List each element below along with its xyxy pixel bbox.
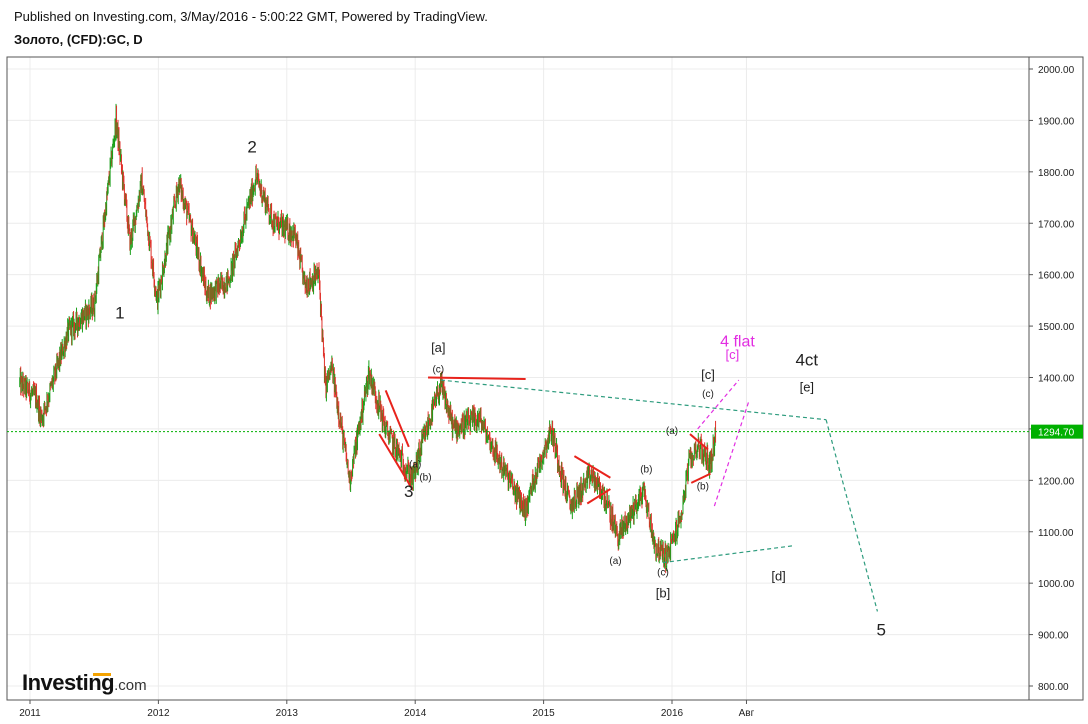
wave-line <box>825 419 879 612</box>
y-tick-label: 1700.00 <box>1038 219 1075 230</box>
y-tick-label: 900.00 <box>1038 631 1069 642</box>
logo-suffix: .com <box>114 677 147 694</box>
wave-label: (c) <box>702 389 714 400</box>
wave-label: (a) <box>409 459 421 470</box>
wave-label: (a) <box>609 556 621 567</box>
wave-label: [c] <box>701 367 715 382</box>
wave-line <box>713 400 750 507</box>
wave-line <box>689 433 709 451</box>
y-tick-label: 1200.00 <box>1038 476 1075 487</box>
wave-label: 4 flat <box>720 334 755 351</box>
y-tick-label: 1600.00 <box>1038 271 1075 282</box>
wave-lines <box>378 376 879 612</box>
wave-label: [d] <box>771 569 785 584</box>
x-tick-label: Авг <box>739 708 755 719</box>
investing-logo[interactable]: Investing.com <box>22 670 147 696</box>
wave-label: [a] <box>431 340 445 355</box>
wave-line <box>697 379 740 430</box>
y-tick-label: 2000.00 <box>1038 65 1075 76</box>
wave-line <box>586 488 611 505</box>
x-tick-label: 2011 <box>19 708 41 719</box>
wave-label: 2 <box>247 137 256 156</box>
x-tick-label: 2016 <box>661 708 684 719</box>
y-tick-label: 1800.00 <box>1038 168 1075 179</box>
chart-frame <box>6 56 1084 701</box>
wave-label: (b) <box>419 472 431 483</box>
x-axis: 2011 2012 2013 2014 2015 2016 Авг <box>19 700 755 719</box>
wave-label: (b) <box>697 482 709 493</box>
x-tick-label: 2012 <box>147 708 170 719</box>
wave-label: (b) <box>640 465 652 476</box>
wave-labels: 123[a](c)(a)(b)(b)(a)(c)[b](a)(b)(c)[c]4… <box>115 137 886 639</box>
x-tick-label: 2015 <box>532 708 555 719</box>
y-tick-label: 1000.00 <box>1038 579 1075 590</box>
last-price: 1294.70 <box>7 424 1083 439</box>
candles <box>19 103 717 574</box>
wave-line <box>662 545 795 564</box>
axis-border <box>1028 56 1084 701</box>
wave-label: 1 <box>115 303 124 322</box>
wave-label: [e] <box>800 379 814 394</box>
wave-line <box>573 455 611 479</box>
logo-accent <box>93 673 111 676</box>
y-axis: 2000.00 1900.00 1800.00 1700.00 1600.00 1500.… <box>1029 65 1075 693</box>
chart-grid <box>7 57 1029 700</box>
wave-line <box>690 472 711 484</box>
x-tick-label: 2014 <box>404 708 427 719</box>
y-tick-label: 800.00 <box>1038 682 1069 693</box>
wave-line <box>440 379 827 421</box>
last-price-badge <box>1031 424 1083 439</box>
wave-label: (c) <box>432 364 444 375</box>
published-caption: Published on Investing.com, 3/May/2016 -… <box>14 9 488 24</box>
y-tick-label: 1400.00 <box>1038 374 1075 385</box>
wave-label: [b] <box>656 586 670 601</box>
wave-label: 5 <box>877 621 886 640</box>
wave-label: 3 <box>404 482 413 501</box>
wave-label: [c] <box>725 347 739 362</box>
y-tick-label: 1100.00 <box>1038 528 1074 539</box>
y-tick-label: 1500.00 <box>1038 322 1075 333</box>
y-tick-label: 1900.00 <box>1038 116 1075 127</box>
wave-line <box>378 433 414 491</box>
wave-label: (c) <box>657 567 669 578</box>
last-price-label: 1294.70 <box>1038 428 1075 439</box>
x-tick-label: 2013 <box>276 708 299 719</box>
wave-label: 4ct <box>795 351 818 370</box>
symbol-title: Золото, (CFD):GC, D <box>14 32 143 47</box>
wave-line <box>384 389 410 448</box>
wave-line <box>428 376 526 381</box>
